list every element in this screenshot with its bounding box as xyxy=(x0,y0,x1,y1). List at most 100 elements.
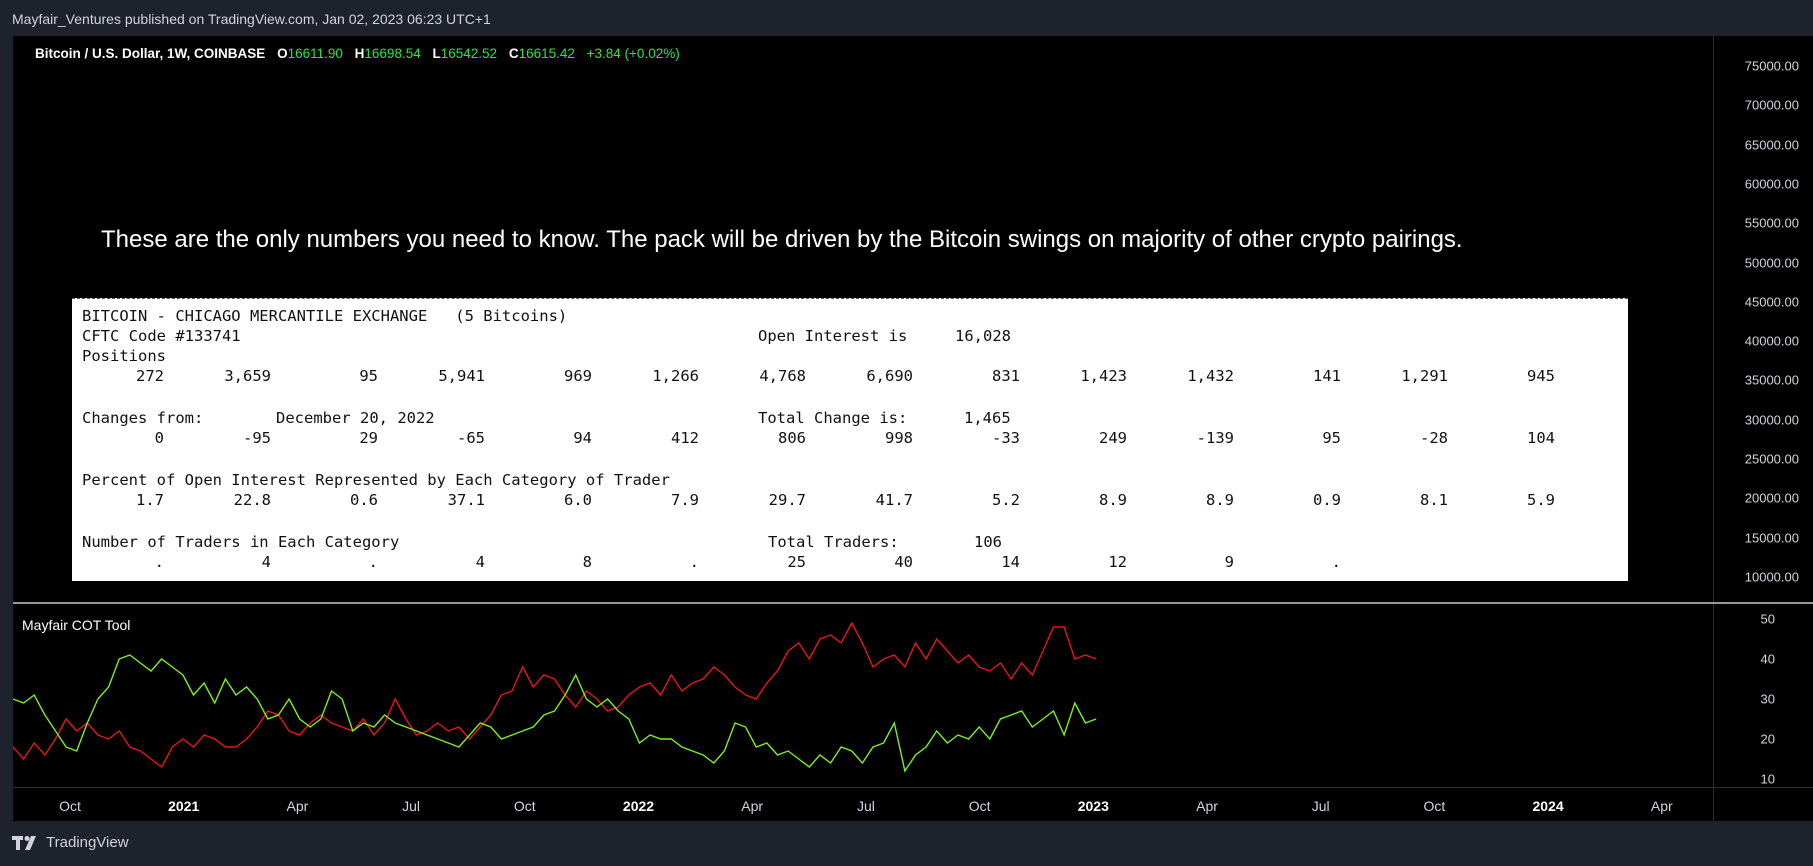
cot-cell: 4 xyxy=(475,553,485,571)
price-axis-label: 15000.00 xyxy=(1744,530,1799,546)
changes-label: Changes from: xyxy=(82,409,204,427)
time-axis-year: 2021 xyxy=(168,798,200,814)
price-axis-label: 55000.00 xyxy=(1744,215,1799,231)
cot-cell: -33 xyxy=(992,429,1020,447)
axis-corner[interactable] xyxy=(1713,787,1813,821)
indicator-pane[interactable]: Mayfair COT Tool xyxy=(13,604,1713,787)
cot-cell: 40 xyxy=(894,553,913,571)
high-key: H xyxy=(354,46,365,61)
cot-cell: 95 xyxy=(1322,429,1341,447)
price-axis-label: 50000.00 xyxy=(1744,255,1799,270)
price-pane[interactable]: Bitcoin / U.S. Dollar, 1W, COINBASE O 166… xyxy=(13,36,1713,602)
cot-cell: 9 xyxy=(1224,553,1234,571)
cot-report-image[interactable]: BITCOIN - CHICAGO MERCANTILE EXCHANGE (5… xyxy=(72,298,1628,581)
time-axis-month: Oct xyxy=(59,798,81,814)
cot-cell: -95 xyxy=(243,429,271,447)
symbol-legend[interactable]: Bitcoin / U.S. Dollar, 1W, COINBASE O 166… xyxy=(35,46,680,61)
headline-annotation[interactable]: These are the only numbers you need to k… xyxy=(101,226,1463,253)
cftc-code: CFTC Code #133741 xyxy=(82,327,241,345)
tradingview-brand[interactable]: TradingView xyxy=(12,834,129,854)
changes-row: 0 -95 29 -65 94 412 806 998 -33 249 -139 95 -28 104 xyxy=(72,429,1628,449)
price-axis-label: 45000.00 xyxy=(1744,294,1799,310)
total-change-label: Total Change is: xyxy=(758,409,908,427)
time-axis-year: 2022 xyxy=(622,798,655,814)
cot-cell: 29 xyxy=(359,429,378,447)
cot-cell: 6,690 xyxy=(866,367,913,385)
cot-cell: 412 xyxy=(671,429,699,447)
cot-cell: 14 xyxy=(1001,553,1020,571)
cot-cell: 4,768 xyxy=(759,367,806,385)
price-axis-label: 35000.00 xyxy=(1744,372,1799,388)
time-axis[interactable]: Oct 2021 Apr Jul Oct 2022 Apr Jul Oct 2023 Apr Jul O… xyxy=(13,787,1713,821)
price-axis-label: 30000.00 xyxy=(1744,412,1799,428)
tradingview-logo-icon xyxy=(12,836,36,851)
cot-cell: 5,941 xyxy=(438,367,485,385)
price-axis-label: 60000.00 xyxy=(1744,176,1799,192)
cot-title: BITCOIN - CHICAGO MERCANTILE EXCHANGE (5… xyxy=(82,307,568,325)
price-axis-label: 20000.00 xyxy=(1744,490,1799,506)
time-axis-year: 2024 xyxy=(1532,798,1564,814)
total-change-value: 1,465 xyxy=(964,409,1011,427)
time-axis-month: Oct xyxy=(968,798,991,814)
time-axis-month: Jul xyxy=(856,798,875,814)
percent-label: Percent of Open Interest Represented by … xyxy=(82,471,670,489)
cot-cell: 5.2 xyxy=(992,491,1020,509)
cot-cell: 6.0 xyxy=(564,491,592,509)
positions-label: Positions xyxy=(82,347,166,365)
cot-cell: . xyxy=(368,553,378,571)
publish-bar: Mayfair_Ventures published on TradingVie… xyxy=(0,0,1813,36)
low-value: 16542.52 xyxy=(440,46,498,61)
open-key: O xyxy=(277,46,288,61)
time-axis-month: Oct xyxy=(1423,798,1446,814)
cot-cell: 8 xyxy=(582,553,592,571)
cot-cell: 8.1 xyxy=(1420,491,1448,509)
cot-cell: 945 xyxy=(1527,367,1555,385)
indicator-axis-label: 50 xyxy=(1760,611,1775,627)
cot-cell: 12 xyxy=(1108,553,1127,571)
tradingview-wordmark: TradingView xyxy=(46,834,129,851)
cot-cell: . xyxy=(1331,553,1341,571)
cot-cell: 1,423 xyxy=(1080,367,1127,385)
price-axis[interactable]: 75000.00 70000.00 65000.00 60000.00 55000.00… xyxy=(1713,36,1813,602)
indicator-chart xyxy=(13,621,1097,773)
cot-cell: 998 xyxy=(885,429,913,447)
time-axis-month: Jul xyxy=(402,798,421,814)
traders-label: Number of Traders in Each Category xyxy=(82,533,400,551)
cot-cell: 25 xyxy=(787,553,806,571)
high-value: 16698.54 xyxy=(364,46,421,61)
cot-cell: 95 xyxy=(359,367,378,385)
cot-cell: 0 xyxy=(154,429,164,447)
cot-cell: 0.6 xyxy=(350,491,378,509)
change-value: +3.84 (+0.02%) xyxy=(586,46,680,61)
cot-cell: 94 xyxy=(573,429,592,447)
open-interest-value: 16,028 xyxy=(955,327,1011,345)
time-axis-year: 2023 xyxy=(1077,798,1109,814)
changes-date: December 20, 2022 xyxy=(276,409,435,427)
time-axis-month: Apr xyxy=(741,798,764,814)
open-interest-label: Open Interest is xyxy=(758,327,908,345)
indicator-axis-label: 30 xyxy=(1760,691,1775,707)
traders-row: . 4. 4 8. 25 40 14 12 9. xyxy=(72,553,1628,573)
indicator-axis[interactable]: 50 40 30 20 10 xyxy=(1713,604,1813,787)
symbol-name[interactable]: Bitcoin / U.S. Dollar, 1W, COINBASE xyxy=(35,46,266,61)
time-axis-month: Oct xyxy=(513,798,536,814)
price-axis-label: 25000.00 xyxy=(1744,451,1799,467)
cot-cell: 831 xyxy=(992,367,1020,385)
cot-cell: 8.9 xyxy=(1099,491,1127,509)
cot-cell: -139 xyxy=(1196,429,1234,447)
low-key: L xyxy=(432,46,441,61)
price-axis-label: 40000.00 xyxy=(1744,333,1799,349)
cot-cell: 1,266 xyxy=(652,367,699,385)
close-key: C xyxy=(508,46,519,61)
indicator-axis-label: 20 xyxy=(1760,731,1775,747)
cot-cell: 141 xyxy=(1313,367,1341,385)
positions-row: 272 3,659 95 5,941 969 1,266 4,768 6,690 831 1,42… xyxy=(72,367,1628,387)
cot-cell: 4 xyxy=(261,553,271,571)
cot-cell: 806 xyxy=(778,429,806,447)
long-series-line xyxy=(13,621,1097,769)
indicator-title[interactable]: Mayfair COT Tool xyxy=(22,617,131,633)
price-axis-label: 10000.00 xyxy=(1744,569,1799,585)
cot-cell: 1.7 xyxy=(136,491,164,509)
pane-separator[interactable] xyxy=(13,602,1813,604)
cot-cell: 7.9 xyxy=(671,491,699,509)
